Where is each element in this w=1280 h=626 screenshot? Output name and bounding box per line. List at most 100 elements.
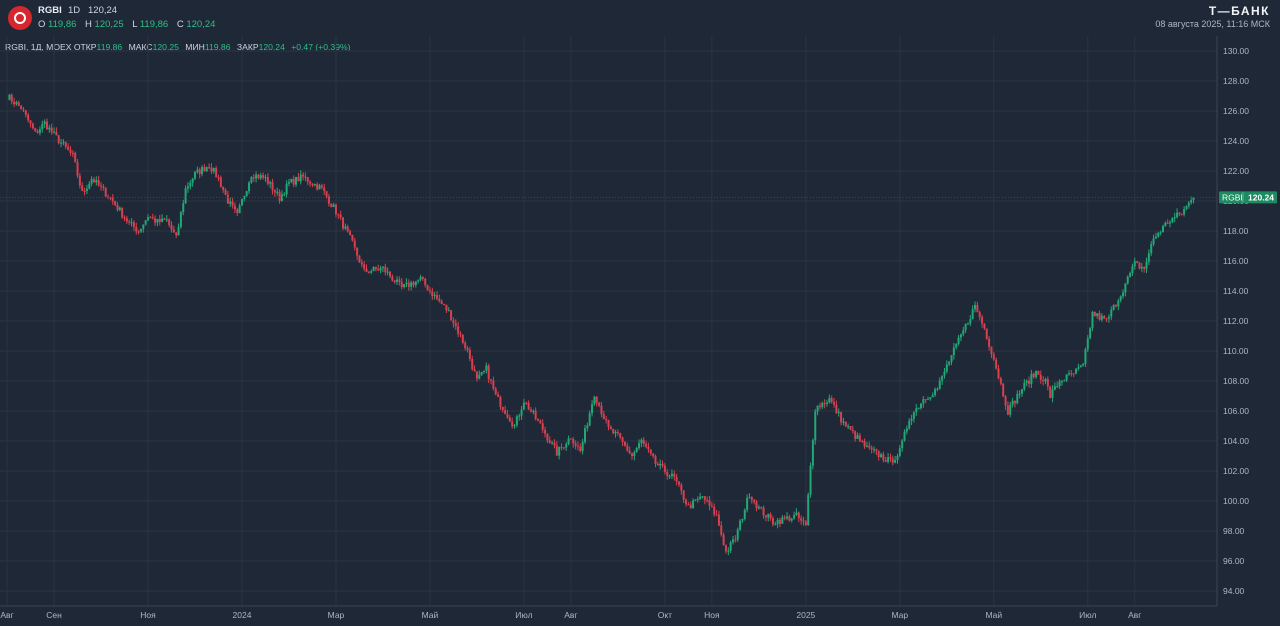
candle-body [546,433,549,441]
candle-body [1100,315,1103,320]
candle-body [670,473,673,476]
candle-body [400,281,403,288]
ohlc-high-value: 120,25 [94,19,124,30]
ticker-symbol[interactable]: RGBI [38,5,62,16]
candle-body [677,481,680,485]
candle-body [428,290,431,292]
candle-body [734,539,737,541]
candle-body [851,429,854,432]
price-tick-label: 108.00 [1223,376,1249,386]
price-chart[interactable]: 94.00 96.00 98.00 100.00 102.00 104.00 106.00 1… [0,36,1280,626]
candle-body [668,475,671,477]
candle-body [1114,305,1117,307]
candle-body [722,534,725,546]
candle-body [55,131,58,136]
candle-body [1173,217,1176,219]
legend-high-value: 120.25 [152,42,179,52]
candle-body [666,472,669,477]
candle-body [555,445,558,456]
time-tick-label: Авг [564,610,577,620]
candles [8,93,1195,556]
candle-body [727,550,730,552]
candle-body [8,94,11,100]
price-tick-label: 128.00 [1223,76,1249,86]
price-tick-label: 126.00 [1223,106,1249,116]
candle-body [969,319,972,324]
candle-body [1016,393,1019,404]
legend-close-label: ЗАКР [236,42,259,52]
candle-body [168,219,171,225]
candle-body [767,514,770,518]
candle-body [882,454,885,461]
candle-body [976,304,979,313]
candle-body [344,226,347,229]
price-tick-label: 100.00 [1223,496,1249,506]
candle-body [1119,296,1122,301]
price-tag-symbol: RGBI [1222,192,1243,202]
candle-body [421,276,424,279]
price-axis[interactable]: 94.00 96.00 98.00 100.00 102.00 104.00 106.00 1… [1223,46,1249,596]
candle-body [1183,209,1186,215]
candle-body [457,326,460,334]
candle-body [135,227,138,232]
candle-body [137,231,140,233]
candle-body [410,282,413,287]
candle-body [330,203,333,207]
candle-body [196,169,199,172]
candle-body [659,463,662,466]
candle-body [29,120,32,124]
candle-body [539,420,542,424]
candle-body [713,506,716,515]
candle-body [966,323,969,325]
candle-body [248,182,251,192]
candle-body [511,421,514,426]
candle-body [365,268,368,272]
candle-body [588,413,591,426]
candle-body [452,320,455,324]
candle-body [386,271,389,273]
candle-body [663,465,666,473]
candle-body [872,449,875,451]
candle-body [224,190,227,195]
candle-body [1159,232,1162,234]
timeframe[interactable]: 1D [68,5,81,16]
candle-body [1161,225,1164,233]
candle-body [802,520,805,522]
candle-body [1072,373,1075,375]
candle-body [628,450,631,454]
price-tick-label: 112.00 [1223,316,1249,326]
candle-body [403,284,406,288]
candle-body [250,177,253,183]
candle-body [311,183,314,186]
candle-body [1049,386,1052,398]
candle-body [621,437,624,442]
candle-body [612,428,615,434]
candle-body [675,476,678,482]
candle-body [1025,380,1028,383]
candle-body [90,179,93,184]
candle-body [320,185,323,188]
candle-body [501,406,504,410]
candle-body [363,264,366,269]
candle-body [593,396,596,405]
candle-body [1065,374,1068,381]
legend-open-value: 119.86 [96,42,123,52]
candle-body [811,440,814,466]
candle-body [116,204,119,210]
candle-body [687,504,690,506]
candle-body [1009,404,1012,415]
candle-body [144,220,147,225]
time-axis[interactable]: Авг Сен Ноя 2024 Мар Май Июл Авг Окт Ноя 2025 Мар Ма… [0,610,1141,620]
candle-body [607,419,610,427]
candle-body [1011,400,1014,405]
candle-body [125,218,128,222]
candle-body [128,221,131,223]
candle-body [929,397,932,399]
candle-body [332,204,335,207]
candle-body [515,416,518,426]
candle-body [1190,199,1193,203]
time-tick-label: Авг [1128,610,1141,620]
candle-body [412,282,415,286]
candle-body [522,402,525,410]
candle-body [701,496,704,498]
